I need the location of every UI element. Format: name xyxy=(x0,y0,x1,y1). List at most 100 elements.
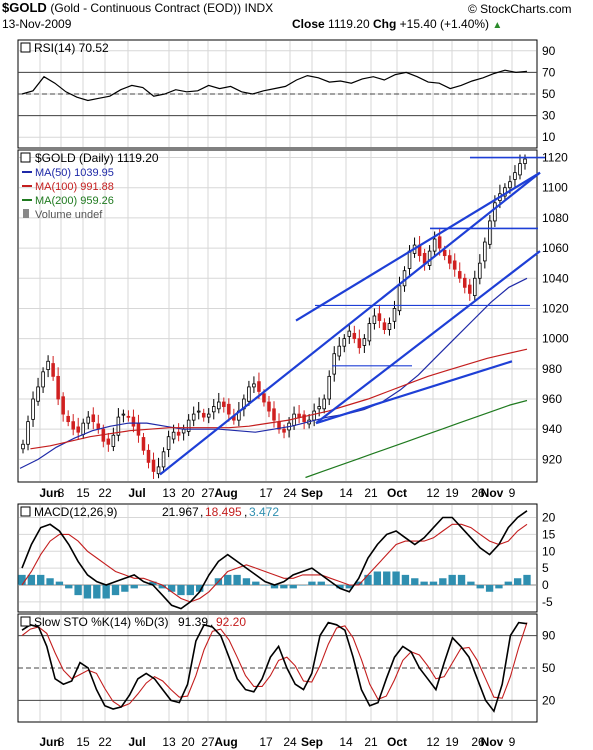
candle-body xyxy=(56,375,60,400)
macd-line xyxy=(21,510,528,610)
y-tick-rsi-1: 70 xyxy=(542,65,556,79)
macd-histogram-bar xyxy=(102,585,110,599)
x-label-bottom-13: 21 xyxy=(364,735,378,749)
candle-body xyxy=(513,172,517,180)
y-tick-macd-4: 0 xyxy=(542,578,549,592)
candle-body xyxy=(71,421,75,430)
macd-histogram-bar xyxy=(401,574,410,585)
x-label-bottom-8: Aug xyxy=(214,735,237,749)
sto-legend-d: 92.20 xyxy=(216,615,246,629)
x-label-bottom-4: Jul xyxy=(128,735,145,749)
macd-legend-sep: , xyxy=(200,505,203,519)
candle-body xyxy=(166,436,171,450)
candle-body xyxy=(66,415,70,423)
candle-body xyxy=(176,431,181,436)
candle-body xyxy=(372,315,377,324)
macd-histogram-bar xyxy=(252,581,260,585)
x-label-top-14: Oct xyxy=(387,486,407,500)
candle-body xyxy=(382,322,387,330)
x-label-top-18: Nov xyxy=(481,486,504,500)
candle-body xyxy=(277,421,281,430)
quote-line: Close 1119.20 Chg +15.40 (+1.40%) ▲ xyxy=(292,17,502,31)
candle-body xyxy=(317,406,321,410)
candle-body xyxy=(211,406,216,413)
candle-body xyxy=(161,451,166,468)
macd-histogram-bar xyxy=(420,581,428,585)
x-label-bottom-16: 19 xyxy=(445,735,459,749)
x-label-top-17: 26 xyxy=(471,486,485,500)
candle-body xyxy=(191,413,196,421)
macd-histogram-bar xyxy=(495,585,503,589)
y-tick-sto-2: 20 xyxy=(542,693,556,707)
candle-body xyxy=(452,260,457,270)
x-label-top-3: 22 xyxy=(98,486,112,500)
price-legend-swatch xyxy=(20,152,31,163)
macd-histogram-bar xyxy=(317,581,325,585)
trendline-3 xyxy=(315,360,513,425)
candle-body xyxy=(116,416,121,436)
candle-body xyxy=(377,313,382,321)
candle-body xyxy=(392,308,397,322)
x-label-top-1: 8 xyxy=(58,486,65,500)
chart-title: $GOLD (Gold - Continuous Contract (EOD))… xyxy=(2,0,273,15)
macd-histogram-bar xyxy=(261,585,269,586)
x-label-top-16: 19 xyxy=(445,486,459,500)
candle-body xyxy=(196,410,201,413)
macd-histogram-bar xyxy=(345,585,353,589)
x-label-top-0: Jun xyxy=(39,486,60,500)
x-label-bottom-14: Oct xyxy=(387,735,407,749)
ma-line-2 xyxy=(305,399,528,479)
macd-histogram-bar xyxy=(149,581,157,585)
candle-body xyxy=(26,421,30,445)
candle-body xyxy=(387,323,392,330)
y-tick-price-0: 1120 xyxy=(542,151,568,165)
sto-legend-label: Slow STO %K(14) %D(3) xyxy=(34,615,168,629)
macd-signal-line xyxy=(21,523,528,603)
ma-line-1 xyxy=(30,348,528,450)
x-label-bottom-17: 26 xyxy=(471,735,485,749)
brand-watermark[interactable]: © StockCharts.com xyxy=(468,2,572,16)
candle-body xyxy=(422,252,427,264)
candle-body xyxy=(81,422,86,435)
candle-body xyxy=(292,413,296,426)
candle-body xyxy=(262,393,266,403)
macd-histogram-bar xyxy=(121,585,129,592)
macd-histogram-bar xyxy=(186,585,195,596)
macd-histogram-bar xyxy=(65,585,73,589)
candle-body xyxy=(86,416,91,424)
candle-body xyxy=(91,414,96,423)
x-label-bottom-1: 8 xyxy=(58,735,65,749)
x-label-top-4: Jul xyxy=(128,486,145,500)
x-label-top-12: 14 xyxy=(339,486,353,500)
y-tick-price-1: 1100 xyxy=(542,181,568,195)
rsi-line xyxy=(21,69,528,102)
candle-body xyxy=(252,383,256,388)
candle-body xyxy=(206,413,211,418)
price-legend-3: MA(200) 959.26 xyxy=(35,195,114,207)
candle-body xyxy=(342,338,347,347)
macd-histogram-bar xyxy=(289,585,297,589)
macd-legend-macd: 21.967 xyxy=(162,505,199,519)
candle-body xyxy=(432,238,437,252)
x-label-top-8: Aug xyxy=(214,486,237,500)
y-tick-price-2: 1080 xyxy=(542,211,569,225)
macd-histogram-bar xyxy=(205,585,213,586)
macd-histogram-bar xyxy=(467,581,475,585)
candle-body xyxy=(217,401,221,410)
x-label-bottom-9: 17 xyxy=(259,735,273,749)
symbol: $GOLD xyxy=(2,0,47,15)
y-tick-macd-5: -5 xyxy=(542,595,553,609)
macd-histogram-bar xyxy=(139,585,148,586)
macd-histogram-bar xyxy=(457,574,466,585)
macd-histogram-bar xyxy=(270,585,279,589)
close-value: 1119.20 xyxy=(328,17,370,31)
candle-body xyxy=(156,466,161,475)
candle-body xyxy=(493,202,497,222)
y-tick-macd-2: 10 xyxy=(542,544,556,558)
x-label-bottom-0: Jun xyxy=(39,735,60,749)
y-tick-sto-1: 50 xyxy=(542,661,556,675)
candle-body xyxy=(46,360,50,370)
candle-body xyxy=(407,250,412,269)
macd-histogram-bar xyxy=(411,578,419,585)
candle-body xyxy=(352,332,357,340)
